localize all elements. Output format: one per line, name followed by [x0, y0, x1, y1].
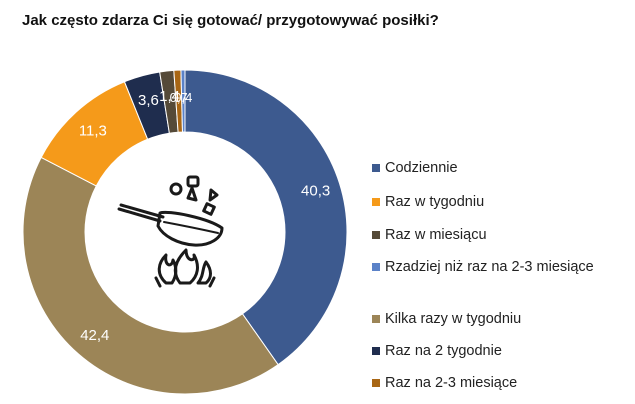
- donut-slice-codziennie: [184, 69, 348, 366]
- donut-slices: [22, 69, 348, 395]
- legend-label: Raz na 2-3 miesiące: [385, 375, 518, 391]
- legend-swatch: [372, 315, 380, 323]
- data-label: 11,3: [79, 123, 107, 140]
- legend-label: Kilka razy w tygodniu: [385, 311, 522, 327]
- legend-item-codziennie: Codziennie: [372, 160, 458, 176]
- legend-swatch: [372, 347, 380, 355]
- data-label: 0,4: [174, 90, 192, 105]
- legend-label: Codziennie: [385, 160, 458, 176]
- legend-swatch: [372, 231, 380, 239]
- legend-label: Raz w tygodniu: [385, 194, 485, 210]
- legend-swatch: [372, 263, 380, 271]
- data-label: 40,3: [301, 183, 330, 200]
- legend-item-rzadziej: Rzadziej niż raz na 2-3 miesiące: [372, 259, 594, 275]
- legend-swatch: [372, 164, 380, 172]
- data-label: 42,4: [80, 327, 109, 344]
- chart-title: Jak często zdarza Ci się gotować/ przygo…: [22, 12, 439, 29]
- data-label: 0,7: [170, 90, 188, 105]
- frying-pan-cooking-icon: [117, 175, 224, 288]
- legend-item-raz-na-2-tygodnie: Raz na 2 tygodnie: [372, 343, 502, 359]
- legend-item-raz-w-miesiacu: Raz w miesiącu: [372, 227, 487, 243]
- legend-item-kilka-razy-w-tygodniu: Kilka razy w tygodniu: [372, 311, 521, 327]
- legend-label: Raz na 2 tygodnie: [385, 343, 502, 359]
- legend-swatch: [372, 198, 380, 206]
- legend-label: Rzadziej niż raz na 2-3 miesiące: [385, 259, 594, 275]
- data-label: 1,4: [159, 88, 180, 105]
- donut-data-labels: 40,3 42,4 11,3 3,6 1,40,70,4: [79, 88, 330, 344]
- donut-slice-kilka-razy-w-tygodniu: [22, 156, 279, 395]
- legend-item-raz-w-tygodniu: Raz w tygodniu: [372, 194, 484, 210]
- donut-slice-rzadziej-niż-raz-na-2-3-miesiące: [180, 69, 186, 133]
- legend-label: Raz w miesiącu: [385, 227, 487, 243]
- data-label: 3,6: [138, 92, 159, 109]
- legend-item-raz-na-2-3-miesiace: Raz na 2-3 miesiące: [372, 375, 517, 391]
- legend-swatch: [372, 379, 380, 387]
